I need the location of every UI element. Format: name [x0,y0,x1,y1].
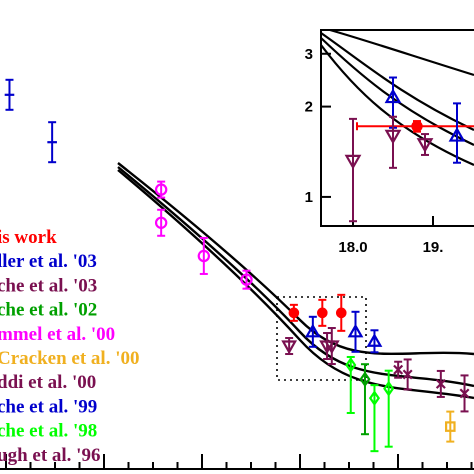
legend-entry: ddi et al. '00 [0,372,96,393]
data-point [435,378,446,389]
inset-panel: 1 2 3 18.0 19. [305,28,474,256]
data-point [281,340,298,355]
data-point [359,371,371,388]
data-point [445,421,456,432]
inset-ticks: 1 2 3 18.0 19. [305,46,444,256]
inset-data-points [344,76,474,223]
inset-data-point [411,120,423,132]
data-point [197,249,211,263]
data-point [402,369,413,380]
data-point [345,357,357,373]
inset-error-bar [453,102,461,164]
point-error-bar [157,208,166,237]
inset-y-tick-label: 2 [305,99,313,116]
data-point [323,340,340,355]
data-point [240,273,253,286]
data-point [368,390,381,407]
inset-data-point [448,126,466,142]
inset-data-point [416,138,434,153]
legend-entry: che et al. '99 [0,396,97,417]
inset-data-point [384,88,402,104]
point-error-bar [370,384,379,453]
inset-y-tick-label: 3 [305,46,313,63]
inset-curve-3 [320,44,474,167]
point-error-bar [360,363,369,436]
inset-x-tick-label: 18.0 [338,239,367,256]
data-point [347,323,364,338]
data-point [317,307,328,319]
main-data-points [4,78,470,453]
data-point [366,333,383,347]
legend: is work ller et al. '03 che et al. '03 che … [0,227,139,466]
legend-entry: che et al. '03 [0,275,97,296]
data-point [459,388,470,399]
data-point [154,183,168,196]
data-point [288,307,300,319]
data-point [335,307,347,319]
legend-entry: che et al. '02 [0,300,97,321]
legend-entry: ller et al. '03 [0,251,97,272]
point-error-bar [346,355,355,414]
inset-curve-1 [320,32,474,131]
inset-y-tick-label: 1 [305,189,313,206]
inset-error-bar [349,117,357,223]
zoom-region-box [276,296,367,381]
legend-entry: che et al. '98 [0,421,97,442]
inset-curve-2 [320,37,474,146]
point-error-bar [327,327,336,366]
legend-entry: ugh et al. '96 [0,445,100,466]
legend-entry: mmel et al. '00 [0,324,115,345]
inset-data-point [384,129,402,145]
point-error-bar [199,236,208,275]
data-point [154,216,168,229]
legend-entry: is work [0,227,57,248]
point-error-bar [308,315,317,348]
inset-curve-4 [329,28,474,77]
data-point [304,323,321,338]
legend-entry: Cracken et al. '00 [0,348,139,369]
model-curve-upper [117,162,474,356]
point-error-bar [446,410,455,443]
inset-model-curves [320,28,474,167]
point-error-bar [351,310,360,353]
inset-data-point [344,154,362,170]
data-point [393,364,404,375]
data-point [383,380,395,397]
point-error-bar [323,332,332,361]
main-ticks [5,454,473,469]
inset-x-tick-label: 19. [423,239,444,256]
